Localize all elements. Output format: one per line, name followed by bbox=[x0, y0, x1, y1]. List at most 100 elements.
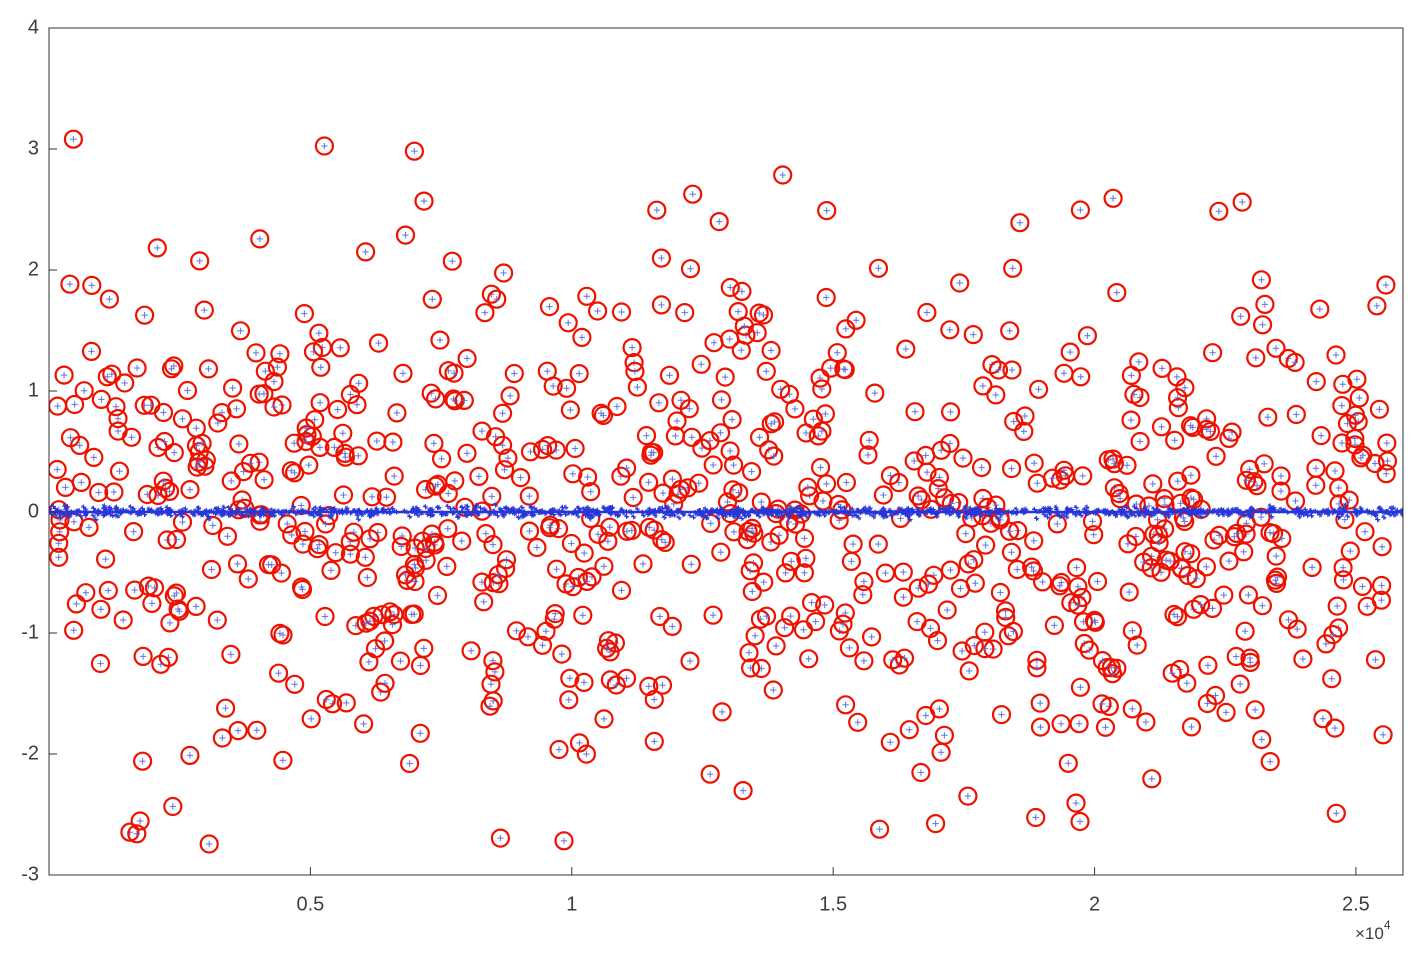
asterisk-marker bbox=[842, 505, 847, 511]
data-point-circle-marker bbox=[556, 378, 577, 398]
asterisk-marker bbox=[372, 510, 377, 515]
asterisk-marker bbox=[993, 511, 999, 516]
data-point-circle-marker bbox=[1119, 582, 1139, 602]
asterisk-marker bbox=[1303, 507, 1308, 512]
data-point-circle-marker bbox=[868, 534, 888, 554]
data-point-circle-marker bbox=[600, 642, 620, 662]
data-point-circle-marker bbox=[1024, 453, 1044, 473]
asterisk-marker bbox=[128, 504, 133, 510]
data-point-circle-marker bbox=[893, 587, 914, 607]
data-point-circle-marker bbox=[169, 601, 189, 621]
data-point-circle-marker bbox=[728, 302, 748, 322]
data-point-circle-marker bbox=[1073, 612, 1094, 632]
data-point-circle-marker bbox=[1122, 699, 1142, 719]
asterisk-marker bbox=[91, 506, 96, 511]
asterisk-marker bbox=[956, 511, 961, 516]
asterisk-marker bbox=[707, 511, 712, 516]
asterisk-marker bbox=[746, 513, 751, 518]
data-point-circle-marker bbox=[1267, 567, 1288, 587]
data-point-circle-marker bbox=[546, 440, 566, 460]
asterisk-marker bbox=[303, 509, 308, 514]
asterisk-marker bbox=[949, 510, 954, 516]
data-point-circle-marker bbox=[858, 445, 878, 465]
data-point-circle-marker bbox=[1068, 595, 1088, 615]
data-point-circle-marker bbox=[1003, 258, 1023, 278]
data-point-circle-marker bbox=[316, 689, 336, 710]
data-point-circle-marker bbox=[49, 533, 69, 553]
data-point-circle-marker bbox=[929, 467, 950, 488]
data-point-circle-marker bbox=[369, 333, 389, 353]
data-point-circle-marker bbox=[573, 605, 593, 625]
asterisk-marker bbox=[457, 510, 462, 515]
data-point-circle-marker bbox=[577, 571, 597, 592]
asterisk-marker bbox=[209, 508, 214, 514]
data-point-circle-marker bbox=[880, 732, 900, 752]
data-point-circle-marker bbox=[356, 242, 376, 262]
data-point-circle-marker bbox=[659, 365, 680, 385]
data-point-circle-marker bbox=[424, 433, 444, 453]
data-point-circle-marker bbox=[223, 378, 243, 398]
asterisk-marker bbox=[1309, 513, 1314, 518]
data-point-circle-marker bbox=[766, 636, 786, 656]
data-point-circle-marker bbox=[740, 561, 760, 581]
asterisk-marker bbox=[715, 515, 721, 521]
data-point-circle-marker bbox=[813, 491, 833, 511]
data-point-circle-marker bbox=[307, 539, 327, 559]
data-point-circle-marker bbox=[950, 273, 970, 293]
data-point-circle-marker bbox=[794, 528, 815, 549]
data-point-circle-marker bbox=[812, 421, 832, 441]
data-point-circle-marker bbox=[355, 547, 375, 567]
asterisk-marker bbox=[640, 510, 645, 515]
data-point-circle-marker bbox=[310, 393, 330, 413]
asterisk-marker bbox=[1124, 505, 1129, 510]
data-point-circle-marker bbox=[817, 201, 837, 221]
data-point-circle-marker bbox=[1162, 663, 1182, 683]
data-point-circle-marker bbox=[480, 696, 500, 716]
data-point-circle-marker bbox=[506, 621, 527, 641]
data-point-circle-marker bbox=[773, 165, 793, 185]
data-point-circle-marker bbox=[582, 567, 602, 587]
data-point-circle-marker bbox=[1143, 474, 1163, 494]
asterisk-marker bbox=[1034, 516, 1039, 521]
data-point-circle-marker bbox=[64, 394, 85, 415]
data-point-circle-marker bbox=[964, 550, 984, 570]
data-point-circle-marker bbox=[908, 578, 928, 598]
data-point-circle-marker bbox=[549, 739, 569, 760]
asterisk-marker bbox=[978, 513, 984, 518]
data-point-circle-marker bbox=[896, 339, 916, 359]
asterisk-marker bbox=[1102, 511, 1108, 516]
data-point-circle-marker bbox=[653, 483, 673, 503]
data-point-circle-marker bbox=[861, 627, 882, 647]
asterisk-marker bbox=[813, 511, 819, 516]
data-point-circle-marker bbox=[221, 644, 241, 665]
asterisk-marker bbox=[907, 517, 913, 522]
data-point-circle-marker bbox=[404, 604, 424, 624]
asterisk-marker bbox=[241, 512, 246, 518]
asterisk-marker bbox=[247, 509, 252, 514]
asterisk-marker bbox=[736, 505, 741, 510]
asterisk-marker bbox=[1391, 512, 1397, 518]
data-point-circle-marker bbox=[756, 361, 776, 381]
data-point-circle-marker bbox=[95, 549, 116, 569]
asterisk-marker bbox=[563, 505, 568, 510]
asterisk-marker bbox=[963, 515, 968, 521]
asterisk-marker bbox=[1143, 505, 1148, 510]
asterisk-marker bbox=[317, 508, 322, 514]
data-point-circle-marker bbox=[1326, 803, 1346, 823]
data-point-circle-marker bbox=[1245, 700, 1265, 720]
data-point-circle-marker bbox=[1200, 421, 1221, 441]
data-point-circle-marker bbox=[82, 275, 102, 295]
data-point-circle-marker bbox=[426, 389, 446, 409]
asterisk-marker bbox=[110, 513, 115, 518]
data-point-circle-marker bbox=[485, 662, 505, 682]
data-point-circle-marker bbox=[1092, 694, 1112, 714]
asterisk-marker bbox=[856, 515, 862, 521]
asterisk-marker bbox=[436, 505, 442, 510]
data-point-circle-marker bbox=[963, 325, 983, 345]
data-point-circle-marker bbox=[1224, 527, 1245, 547]
data-point-circle-marker bbox=[1070, 677, 1091, 697]
asterisk-marker bbox=[775, 508, 780, 514]
data-point-circle-marker bbox=[296, 431, 316, 452]
data-point-circle-marker bbox=[611, 302, 632, 322]
data-point-circle-marker bbox=[740, 658, 761, 678]
